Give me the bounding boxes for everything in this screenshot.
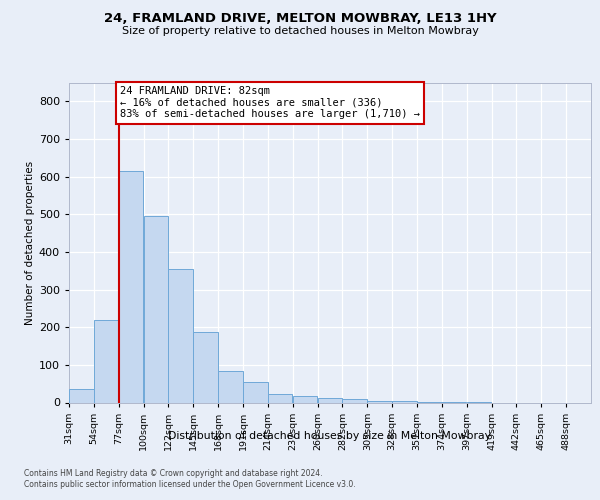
Bar [317,398,342,402]
Text: Contains HM Land Registry data © Crown copyright and database right 2024.: Contains HM Land Registry data © Crown c… [24,469,323,478]
Bar [293,396,317,402]
Bar [343,400,367,402]
Text: Contains public sector information licensed under the Open Government Licence v3: Contains public sector information licen… [24,480,356,489]
Bar [69,390,94,402]
Bar [193,332,218,402]
Bar [143,216,168,402]
Text: Distribution of detached houses by size in Melton Mowbray: Distribution of detached houses by size … [169,431,491,441]
Y-axis label: Number of detached properties: Number of detached properties [25,160,35,324]
Bar [367,400,392,402]
Bar [268,394,292,402]
Text: Size of property relative to detached houses in Melton Mowbray: Size of property relative to detached ho… [122,26,478,36]
Text: 24 FRAMLAND DRIVE: 82sqm
← 16% of detached houses are smaller (336)
83% of semi-: 24 FRAMLAND DRIVE: 82sqm ← 16% of detach… [120,86,420,120]
Bar [119,171,143,402]
Bar [218,372,242,402]
Bar [169,269,193,402]
Bar [243,382,268,402]
Bar [94,320,118,402]
Text: 24, FRAMLAND DRIVE, MELTON MOWBRAY, LE13 1HY: 24, FRAMLAND DRIVE, MELTON MOWBRAY, LE13… [104,12,496,25]
